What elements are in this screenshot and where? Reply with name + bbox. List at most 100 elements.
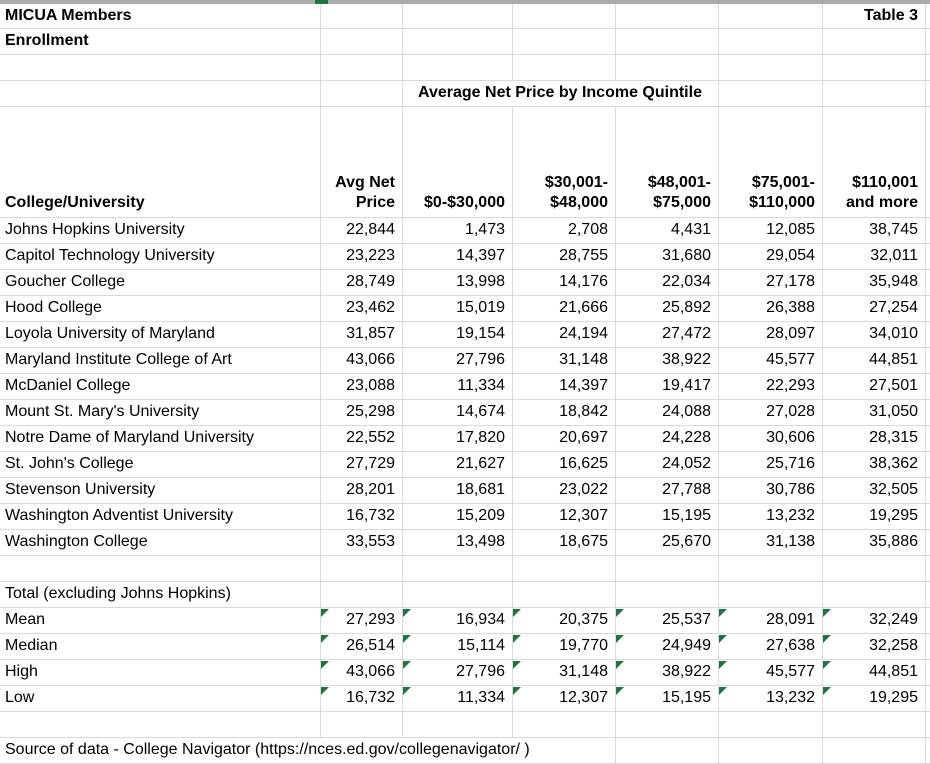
cell-net-price-value[interactable]: 31,148 — [559, 351, 608, 368]
cell-net-price-value[interactable]: 28,201 — [346, 481, 395, 498]
cell-summary-value[interactable]: 15,114 — [457, 637, 505, 654]
cell-college-name[interactable]: Notre Dame of Maryland University — [5, 429, 254, 446]
cell-college-name[interactable]: Johns Hopkins University — [5, 221, 185, 238]
sheet-subtitle[interactable]: Enrollment — [5, 32, 89, 49]
cell-net-price-value[interactable]: 22,844 — [346, 221, 395, 238]
cell-net-price-value[interactable]: 20,697 — [559, 429, 608, 446]
cell-net-price-value[interactable]: 28,755 — [559, 247, 608, 264]
cell-net-price-value[interactable]: 15,209 — [456, 507, 505, 524]
cell-net-price-value[interactable]: 13,498 — [456, 533, 505, 550]
cell-summary-value[interactable]: 32,258 — [869, 637, 918, 654]
cell-net-price-value[interactable]: 12,307 — [559, 507, 608, 524]
cell-net-price-value[interactable]: 32,011 — [870, 247, 918, 264]
cell-net-price-value[interactable]: 25,298 — [346, 403, 395, 420]
cell-net-price-value[interactable]: 34,010 — [869, 325, 918, 342]
cell-net-price-value[interactable]: 15,019 — [456, 299, 505, 316]
cell-college-name[interactable]: Loyola University of Maryland — [5, 325, 215, 342]
cell-summary-value[interactable]: 27,796 — [456, 663, 505, 680]
cell-net-price-value[interactable]: 27,472 — [662, 325, 711, 342]
cell-net-price-value[interactable]: 21,627 — [456, 455, 505, 472]
cell-college-name[interactable]: Goucher College — [5, 273, 126, 290]
cell-summary-value[interactable]: 25,537 — [662, 611, 711, 628]
cell-net-price-value[interactable]: 4,431 — [670, 221, 711, 238]
cell-net-price-value[interactable]: 27,796 — [456, 351, 505, 368]
cell-net-price-value[interactable]: 38,362 — [869, 455, 918, 472]
cell-net-price-value[interactable]: 15,195 — [662, 507, 711, 524]
cell-net-price-value[interactable]: 31,680 — [662, 247, 711, 264]
cell-source-note[interactable]: Source of data - College Navigator (http… — [5, 741, 530, 758]
cell-net-price-value[interactable]: 28,315 — [869, 429, 918, 446]
cell-net-price-value[interactable]: 2,708 — [567, 221, 608, 238]
cell-college-name[interactable]: Hood College — [5, 299, 102, 316]
cell-summary-value[interactable]: 16,934 — [456, 611, 505, 628]
cell-summary-label[interactable]: High — [5, 663, 38, 680]
cell-summary-value[interactable]: 16,732 — [346, 689, 395, 706]
cell-net-price-value[interactable]: 23,088 — [346, 377, 395, 394]
cell-summary-value[interactable]: 31,148 — [559, 663, 608, 680]
cell-summary-value[interactable]: 32,249 — [869, 611, 918, 628]
cell-net-price-value[interactable]: 25,892 — [662, 299, 711, 316]
cell-net-price-value[interactable]: 27,254 — [869, 299, 918, 316]
cell-summary-value[interactable]: 19,295 — [869, 689, 918, 706]
cell-net-price-value[interactable]: 23,223 — [346, 247, 395, 264]
cell-net-price-value[interactable]: 29,054 — [766, 247, 815, 264]
cell-net-price-value[interactable]: 22,034 — [662, 273, 711, 290]
cell-net-price-value[interactable]: 24,088 — [662, 403, 711, 420]
cell-summary-value[interactable]: 11,334 — [457, 689, 505, 706]
column-header-quintile-1[interactable]: $0-$30,000 — [424, 194, 505, 211]
cell-net-price-value[interactable]: 14,397 — [559, 377, 608, 394]
cell-net-price-value[interactable]: 21,666 — [559, 299, 608, 316]
cell-net-price-value[interactable]: 18,681 — [456, 481, 505, 498]
cell-summary-value[interactable]: 12,307 — [559, 689, 608, 706]
cell-net-price-value[interactable]: 38,745 — [869, 221, 918, 238]
cell-net-price-value[interactable]: 24,194 — [559, 325, 608, 342]
cell-net-price-value[interactable]: 24,052 — [662, 455, 711, 472]
cell-summary-value[interactable]: 38,922 — [662, 663, 711, 680]
cell-net-price-value[interactable]: 19,154 — [456, 325, 505, 342]
cell-summary-value[interactable]: 15,195 — [662, 689, 711, 706]
cell-college-name[interactable]: McDaniel College — [5, 377, 131, 394]
cell-net-price-value[interactable]: 18,842 — [559, 403, 608, 420]
cell-net-price-value[interactable]: 14,397 — [456, 247, 505, 264]
table-number-label[interactable]: Table 3 — [864, 7, 918, 24]
cell-net-price-value[interactable]: 31,857 — [346, 325, 395, 342]
cell-summary-value[interactable]: 45,577 — [766, 663, 815, 680]
column-header-college[interactable]: College/University — [5, 194, 145, 211]
cell-summary-value[interactable]: 13,232 — [766, 689, 815, 706]
cell-net-price-value[interactable]: 28,097 — [766, 325, 815, 342]
cell-summary-value[interactable]: 20,375 — [559, 611, 608, 628]
cell-net-price-value[interactable]: 22,552 — [346, 429, 395, 446]
cell-net-price-value[interactable]: 27,501 — [869, 377, 918, 394]
summary-section-label[interactable]: Total (excluding Johns Hopkins) — [5, 585, 231, 602]
cell-net-price-value[interactable]: 27,028 — [766, 403, 815, 420]
cell-summary-value[interactable]: 24,949 — [662, 637, 711, 654]
cell-net-price-value[interactable]: 22,293 — [766, 377, 815, 394]
cell-net-price-value[interactable]: 19,295 — [869, 507, 918, 524]
cell-net-price-value[interactable]: 31,138 — [766, 533, 815, 550]
cell-net-price-value[interactable]: 14,176 — [559, 273, 608, 290]
cell-summary-value[interactable]: 27,293 — [346, 611, 395, 628]
cell-net-price-value[interactable]: 24,228 — [662, 429, 711, 446]
sheet-title[interactable]: MICUA Members — [5, 7, 132, 24]
cell-college-name[interactable]: Washington College — [5, 533, 148, 550]
cell-net-price-value[interactable]: 25,670 — [662, 533, 711, 550]
cell-college-name[interactable]: Mount St. Mary's University — [5, 403, 200, 420]
cell-net-price-value[interactable]: 27,788 — [662, 481, 711, 498]
cell-college-name[interactable]: Maryland Institute College of Art — [5, 351, 232, 368]
cell-summary-value[interactable]: 27,638 — [766, 637, 815, 654]
cell-net-price-value[interactable]: 13,232 — [766, 507, 815, 524]
cell-net-price-value[interactable]: 28,749 — [346, 273, 395, 290]
cell-net-price-value[interactable]: 14,674 — [456, 403, 505, 420]
cell-summary-value[interactable]: 43,066 — [346, 663, 395, 680]
cell-summary-label[interactable]: Median — [5, 637, 58, 654]
cell-net-price-value[interactable]: 27,729 — [346, 455, 395, 472]
cell-net-price-value[interactable]: 18,675 — [559, 533, 608, 550]
cell-summary-value[interactable]: 44,851 — [869, 663, 918, 680]
cell-net-price-value[interactable]: 30,786 — [766, 481, 815, 498]
section-header[interactable]: Average Net Price by Income Quintile — [418, 84, 702, 101]
cell-summary-label[interactable]: Mean — [5, 611, 46, 628]
cell-net-price-value[interactable]: 30,606 — [766, 429, 815, 446]
column-header-quintile-5[interactable]: $110,001 and more — [845, 174, 918, 211]
cell-net-price-value[interactable]: 27,178 — [766, 273, 815, 290]
cell-net-price-value[interactable]: 33,553 — [346, 533, 395, 550]
